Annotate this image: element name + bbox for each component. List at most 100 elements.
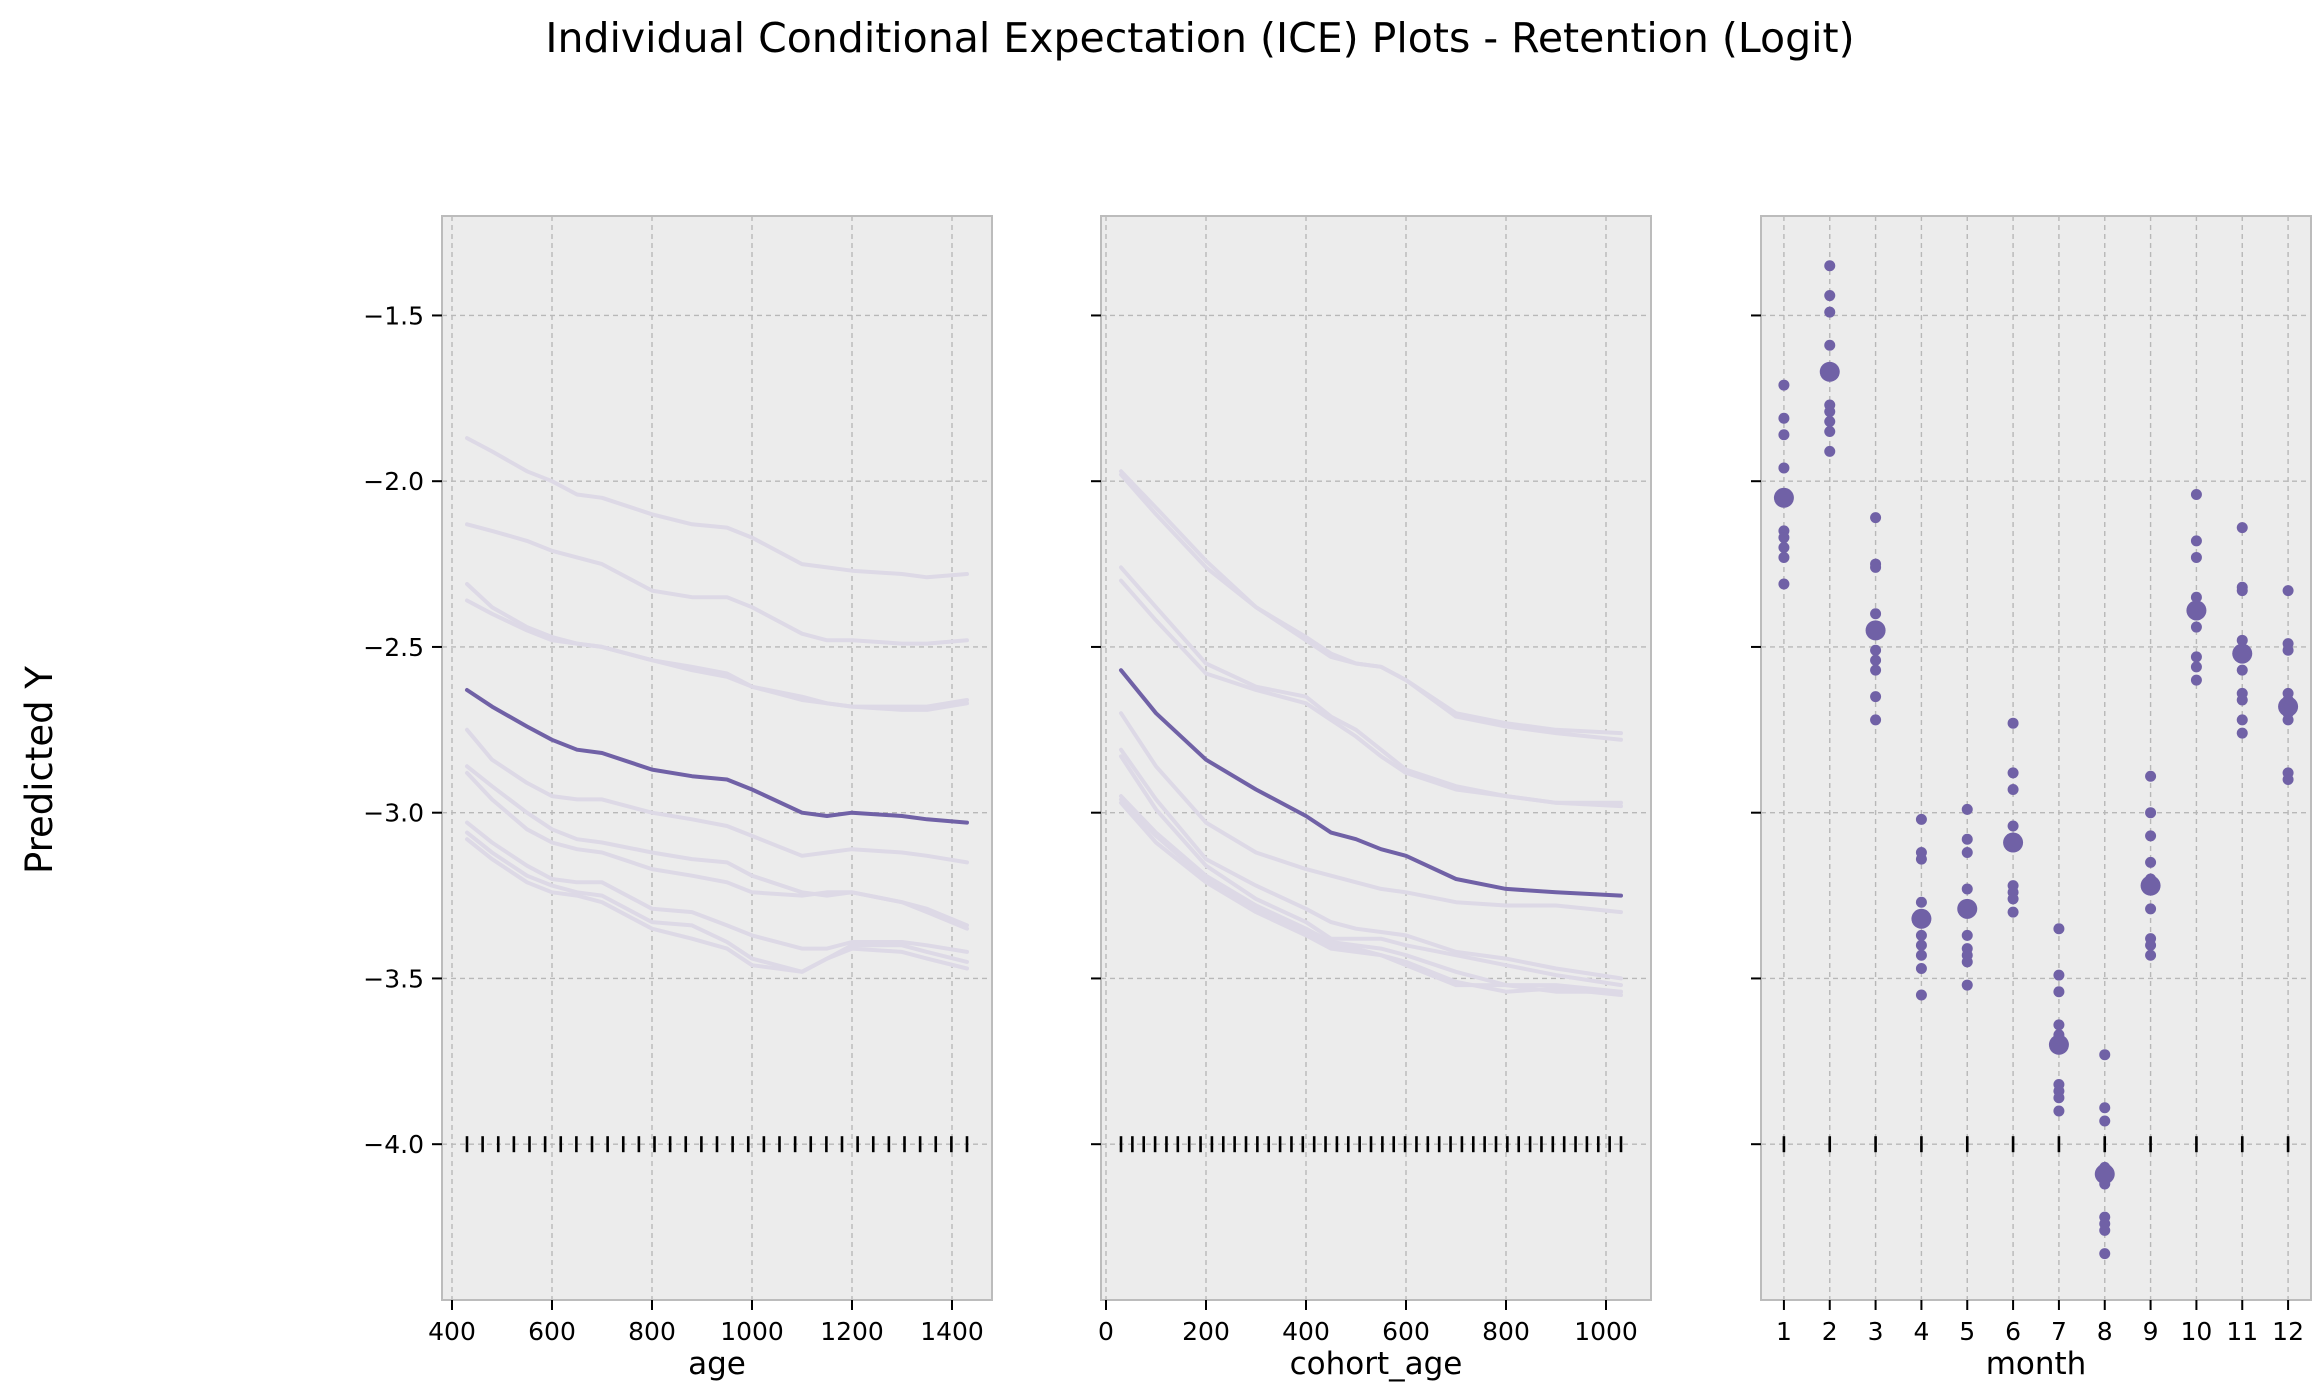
ice-point [2190,621,2202,633]
ice-point [2053,986,2065,998]
ice-point [1961,956,1973,968]
x-axis-label-month: month [1986,1346,2087,1382]
x-tick-label: 1000 [1574,1317,1638,1346]
ice-point [2190,674,2202,686]
ice-point [2236,714,2248,726]
ice-point [2053,969,2065,981]
x-tick-label: 11 [2226,1317,2258,1346]
ice-point [2282,644,2294,656]
figure-title: Individual Conditional Expectation (ICE)… [545,14,1854,62]
ice-point [2145,830,2157,842]
ice-point [1870,664,1882,676]
x-tick-label: 7 [2051,1317,2067,1346]
ice-point [2053,1092,2065,1104]
ice-point [1915,963,1927,975]
ice-point [1915,989,1927,1001]
ice-point [1778,532,1790,544]
ice-point [1961,929,1973,941]
ice-point [2007,767,2019,779]
ice-point [2190,488,2202,500]
ice-point [1915,949,1927,961]
mean-line [465,688,969,825]
ice-line [465,830,969,974]
x-tick-label: 1200 [820,1317,884,1346]
x-tick-label: 1 [1776,1317,1792,1346]
ice-point [1778,541,1790,553]
ice-point [1961,883,1973,895]
ice-line [465,522,969,646]
mean-point [1773,487,1794,508]
subplot-month: 1 2 3 4 5 6 7 8 9 10 11 12 [1751,215,2312,1346]
ice-point [2145,903,2157,915]
y-tick-label: −4.0 [363,1130,424,1159]
ice-point [1824,425,1836,437]
ice-point [1961,846,1973,858]
subplot-age: −1.5 −2.0 −2.5 −3.0 −3.5 −4.0 400 600 800 1000 120… [363,215,993,1346]
ice-point [1824,445,1836,457]
y-tick-label: −3.5 [363,964,424,993]
x-tick-label: 1400 [920,1317,984,1346]
ice-line [1119,754,1623,988]
ice-line [1119,472,1623,742]
ice-point [2099,1049,2111,1061]
axes-frame [441,215,993,1301]
ice-point [2190,535,2202,547]
ice-point [1778,578,1790,590]
ice-point [1824,339,1836,351]
ice-point [1778,379,1790,391]
ice-point [2190,651,2202,663]
ice-point [1870,561,1882,573]
mean-point [2232,643,2253,664]
y-tick-label: −2.5 [363,633,424,662]
x-tick-label: 800 [1482,1317,1530,1346]
ice-point [2007,717,2019,729]
ice-point [1870,608,1882,620]
plot-area [1761,216,2311,1300]
ice-point [2145,807,2157,819]
ice-point [2053,1019,2065,1031]
ice-line [1119,747,1623,981]
x-tick-label: 8 [2097,1317,2113,1346]
x-tick-label: 400 [1282,1317,1330,1346]
ice-line [465,837,969,974]
ice-point [2236,664,2248,676]
mean-line [1119,668,1623,898]
ice-point [1915,939,1927,951]
plot-area [442,216,992,1300]
x-tick-label: 1000 [720,1317,784,1346]
x-tick-label: 600 [528,1317,576,1346]
ice-line [1119,711,1623,915]
x-tick-label: 400 [428,1317,476,1346]
ice-line [465,770,969,931]
subplot-cohort-age: 0 200 400 600 800 1000 [1091,215,1652,1346]
y-axis-label: Predicted Y [18,666,61,874]
mean-point [2186,600,2207,621]
axes-frame [1760,215,2312,1301]
ice-point [2099,1115,2111,1127]
ice-point [2007,820,2019,832]
ice-point [1961,979,1973,991]
ice-point [2236,694,2248,706]
ice-line [465,598,969,709]
ice-point [2236,585,2248,597]
ice-point [1870,714,1882,726]
x-tick-label: 0 [1098,1317,1114,1346]
y-tick-label: −2.0 [363,467,424,496]
y-tick-label: −3.0 [363,799,424,828]
ice-point [2190,551,2202,563]
ice-point [1870,691,1882,703]
ice-point [2145,949,2157,961]
ice-point [1870,654,1882,666]
x-tick-label: 4 [1913,1317,1929,1346]
ice-line [1119,797,1623,997]
x-tick-label: 800 [628,1317,676,1346]
mean-point [1911,908,1932,929]
ice-point [1915,813,1927,825]
x-tick-label: 6 [2005,1317,2021,1346]
ice-point [2099,1224,2111,1236]
ice-point [1824,290,1836,302]
mean-point [2003,832,2024,853]
ice-point [1961,803,1973,815]
x-tick-label: 200 [1182,1317,1230,1346]
ice-point [2190,591,2202,603]
